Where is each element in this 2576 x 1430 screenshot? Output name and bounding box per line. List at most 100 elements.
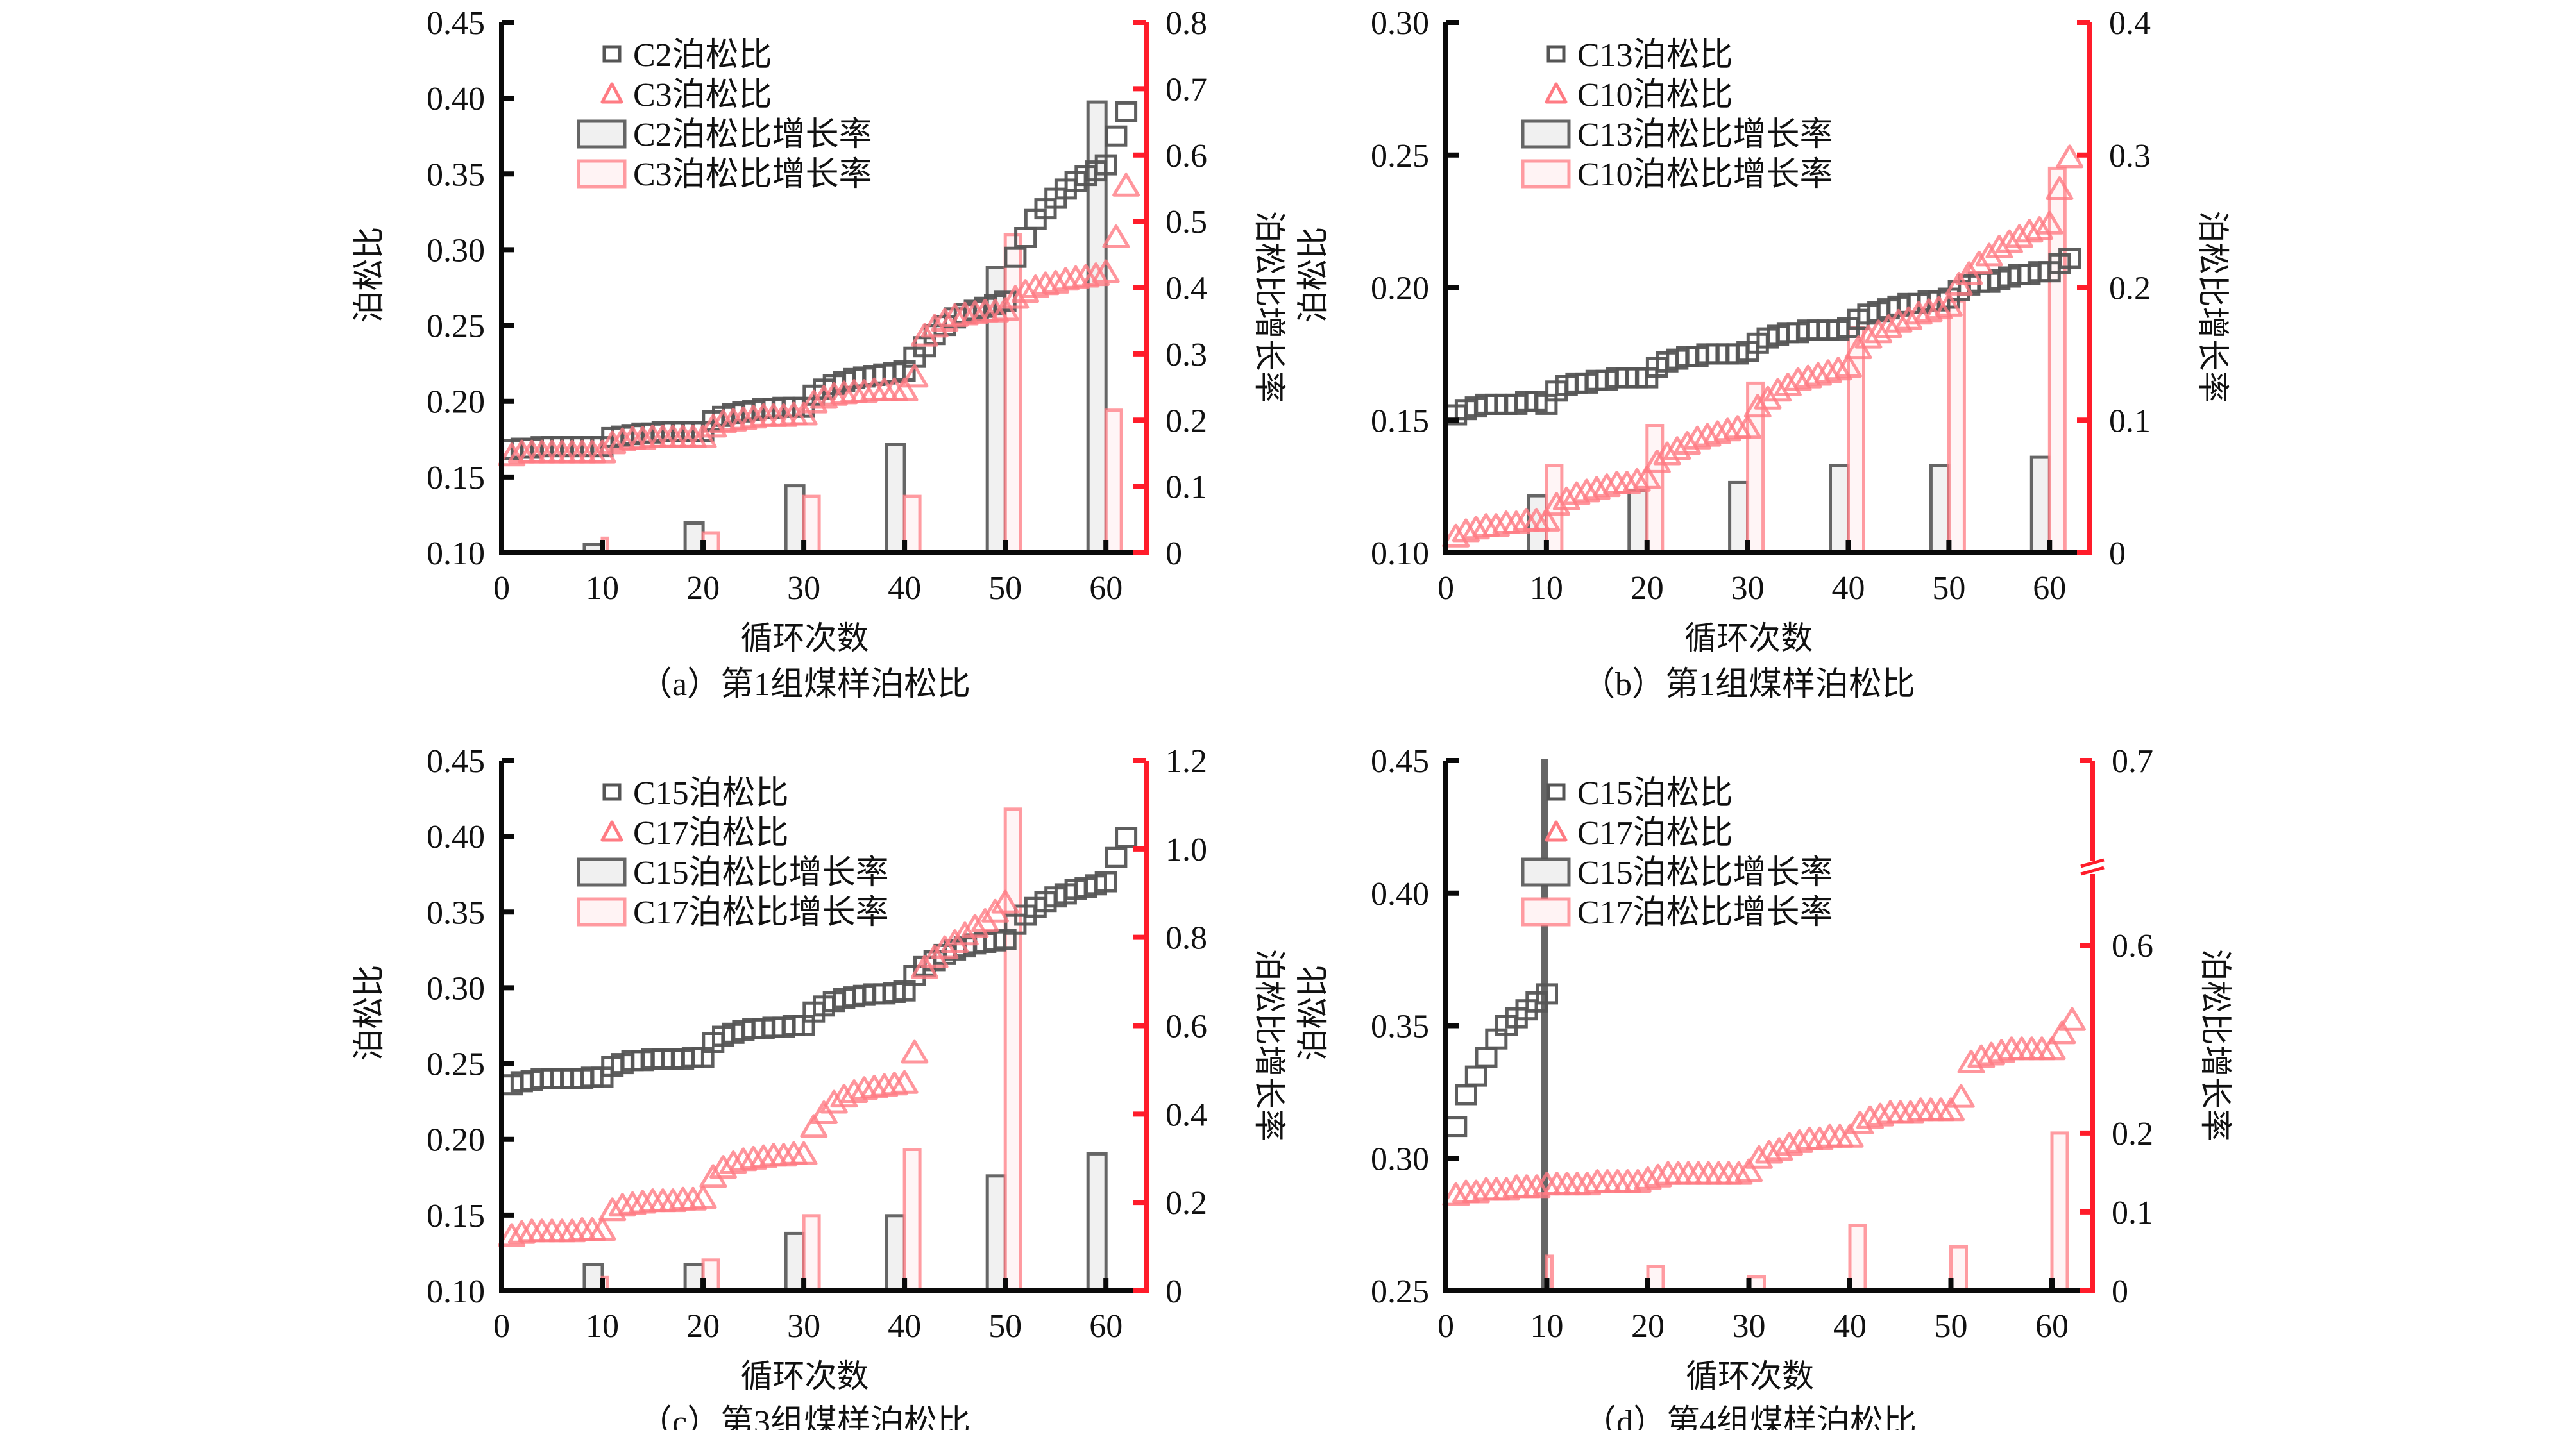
bar-red — [2050, 1131, 2069, 1293]
point-triangle — [598, 430, 627, 455]
y-tick-label: 0.40 — [427, 819, 485, 855]
legend-square-icon — [602, 45, 622, 63]
point-triangle — [1897, 1100, 1924, 1124]
y2-axis-title: 泊松比增长率 — [2197, 949, 2234, 1141]
point-triangle — [2046, 176, 2074, 200]
point-triangle — [1713, 417, 1741, 442]
point-triangle — [699, 414, 727, 438]
bar-red — [1947, 299, 1966, 555]
bar-red — [1746, 381, 1765, 555]
legend-bar-icon — [1521, 857, 1571, 887]
y-tick-label: 0.45 — [1371, 743, 1429, 780]
panel-a: 0.100.150.200.250.300.350.400.4500.10.20… — [350, 5, 1288, 703]
y2-tick-label: 0 — [1165, 535, 1182, 572]
point-triangle — [498, 1223, 526, 1247]
point-triangle — [1925, 296, 1953, 320]
legend-triangle-icon — [1545, 820, 1568, 842]
point-triangle — [1804, 362, 1832, 386]
point-triangle — [1854, 324, 1883, 349]
bar-gray — [784, 1231, 806, 1293]
y2-tick-label: 0.2 — [2109, 271, 2151, 307]
point-triangle — [1794, 364, 1822, 389]
y-tick-label: 0.10 — [1371, 535, 1429, 572]
point-triangle — [1885, 308, 1913, 333]
point-triangle — [1765, 1137, 1793, 1161]
point-triangle — [1774, 373, 1802, 396]
point-triangle — [840, 1079, 869, 1103]
x-tick-label: 50 — [988, 570, 1022, 607]
point-triangle — [1623, 467, 1651, 492]
point-triangle — [2048, 1020, 2076, 1045]
x-tick-label: 0 — [493, 1308, 510, 1345]
point-triangle — [1755, 1140, 1783, 1164]
point-triangle — [1623, 1169, 1652, 1193]
point-triangle — [1846, 1111, 1874, 1134]
x-axis-title: 循环次数 — [1686, 1358, 1814, 1395]
point-triangle — [1502, 510, 1530, 534]
point-triangle — [1462, 1179, 1490, 1204]
y2-tick-label: 0.5 — [1165, 204, 1207, 240]
panel-caption: （a）第1组煤样泊松比 — [639, 666, 970, 703]
point-triangle — [1653, 441, 1681, 466]
point-triangle — [1978, 1041, 2005, 1066]
legend-label: C17泊松比增长率 — [633, 895, 889, 931]
bar-gray — [885, 1214, 906, 1293]
x-tick-label: 10 — [586, 1308, 619, 1345]
point-triangle — [1814, 359, 1842, 383]
y2-tick-label: 0.6 — [2112, 928, 2153, 964]
panel-c: 0.100.150.200.250.300.350.400.4500.20.40… — [350, 743, 1288, 1430]
bar-gray — [1929, 464, 1951, 555]
y2-tick-label: 0.4 — [2109, 5, 2151, 42]
point-triangle — [920, 314, 949, 338]
point-triangle — [790, 401, 818, 426]
point-triangle — [1082, 262, 1110, 287]
point-triangle — [1937, 1097, 1965, 1122]
y-tick-label: 0.25 — [1371, 138, 1429, 174]
point-triangle — [890, 377, 919, 401]
point-triangle — [1573, 1172, 1601, 1196]
point-triangle — [1967, 1044, 1996, 1068]
y2-tick-label: 0 — [1165, 1274, 1182, 1310]
point-square — [1475, 1047, 1498, 1068]
point-triangle — [498, 442, 526, 467]
point-triangle — [1704, 420, 1732, 444]
point-triangle — [1573, 478, 1601, 503]
bar-gray — [683, 521, 705, 555]
point-triangle — [1613, 471, 1641, 494]
y-tick-label: 0.45 — [427, 743, 485, 780]
x-tick-label: 30 — [787, 1308, 820, 1345]
point-triangle — [719, 1150, 747, 1174]
bar-gray — [784, 484, 806, 555]
x-tick-label: 50 — [988, 1308, 1022, 1345]
y-tick-label: 0.10 — [427, 535, 485, 572]
y2-tick-label: 0.2 — [2112, 1116, 2153, 1152]
point-triangle — [1935, 292, 1963, 317]
point-square — [1004, 246, 1027, 268]
point-triangle — [1947, 1084, 1975, 1108]
point-triangle — [991, 889, 1019, 914]
legend-bar-icon — [577, 857, 627, 887]
x-tick-label: 20 — [1631, 1308, 1665, 1345]
y-tick-label: 0.40 — [427, 81, 485, 117]
point-triangle — [2056, 144, 2084, 169]
point-triangle — [800, 389, 828, 414]
x-tick-label: 10 — [1530, 570, 1563, 607]
point-triangle — [2035, 210, 2063, 235]
point-triangle — [830, 1084, 858, 1108]
point-triangle — [1493, 1177, 1520, 1201]
y-tick-label: 0.35 — [427, 156, 485, 193]
bar-gray — [1728, 480, 1750, 555]
legend-label: C3泊松比增长率 — [633, 156, 872, 193]
x-tick-label: 60 — [2033, 570, 2066, 607]
point-triangle — [1784, 367, 1812, 391]
bar-gray — [683, 1263, 705, 1293]
point-triangle — [1663, 436, 1691, 460]
x-axis-title: 循环次数 — [741, 1358, 869, 1395]
point-triangle — [1001, 285, 1030, 309]
point-triangle — [1996, 229, 2023, 253]
y2-tick-label: 0.2 — [1165, 1185, 1207, 1222]
y2-tick-label: 1.2 — [1165, 743, 1207, 780]
point-triangle — [598, 1197, 627, 1222]
x-tick-label: 40 — [888, 570, 921, 607]
point-triangle — [1775, 1132, 1803, 1156]
